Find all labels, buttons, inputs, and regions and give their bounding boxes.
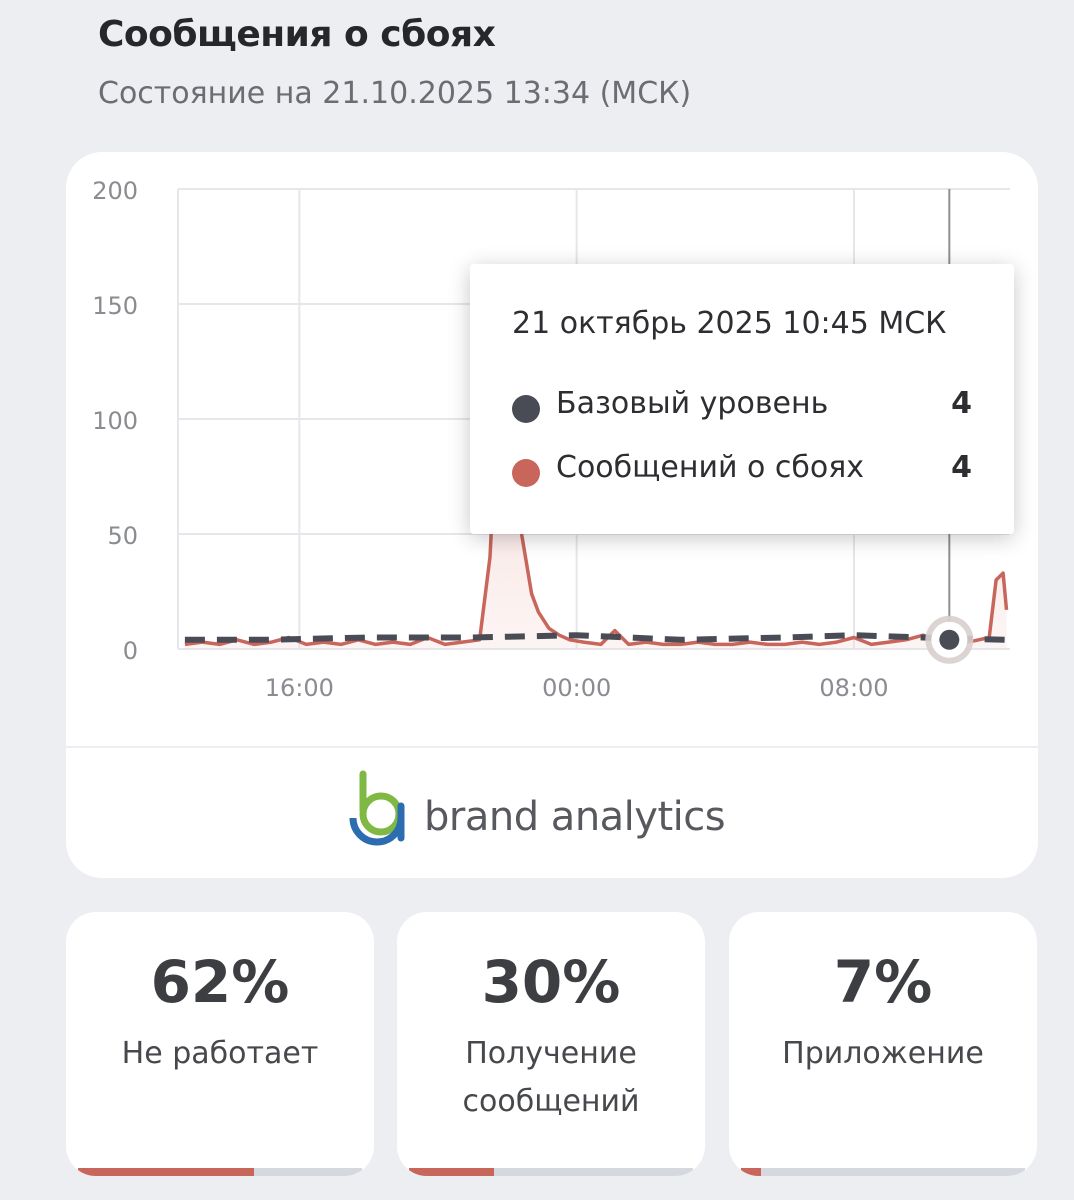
stat-progress-fill <box>741 1168 761 1176</box>
y-tick-label: 200 <box>92 177 138 205</box>
stat-label: Не работает <box>121 1036 319 1071</box>
divider <box>66 746 1038 748</box>
outage-chart[interactable]: 0 50 100 150 200 16:00 00:00 08:00 <box>66 152 1038 748</box>
y-tick-label: 50 <box>107 522 138 550</box>
stat-value: 62% <box>150 948 290 1016</box>
tooltip-row-baseline: Базовый уровень 4 <box>512 386 972 426</box>
x-tick-label: 16:00 <box>265 674 334 702</box>
y-tick-label: 100 <box>92 407 138 435</box>
tooltip-row-value: 4 <box>951 450 972 485</box>
stat-card-app: 7% Приложение <box>729 912 1037 1176</box>
stat-label: Приложение <box>782 1036 984 1071</box>
chart-card: 0 50 100 150 200 16:00 00:00 08:00 21 октябрь 2… <box>66 152 1038 878</box>
stat-progress-fill <box>78 1168 255 1176</box>
page-title: Сообщения о сбоях <box>98 14 496 55</box>
stat-value: 30% <box>481 948 621 1016</box>
brand-footer: brand analytics <box>66 748 1038 878</box>
tooltip-row-label: Сообщений о сбоях <box>556 450 865 485</box>
reports-line <box>184 313 1009 647</box>
highlight-point <box>939 629 960 650</box>
y-tick-label: 150 <box>92 292 138 320</box>
chart-tooltip: 21 октябрь 2025 10:45 МСК Базовый уровен… <box>470 264 1014 534</box>
tooltip-row-reports: Сообщений о сбоях 4 <box>512 450 972 490</box>
x-tick-label: 00:00 <box>542 674 611 702</box>
tooltip-row-value: 4 <box>951 386 972 421</box>
stat-progress-bar <box>741 1168 1025 1176</box>
y-tick-label: 0 <box>123 637 138 665</box>
stat-card-not-working: 62% Не работает <box>66 912 374 1176</box>
stat-progress-fill <box>409 1168 495 1176</box>
x-tick-label: 08:00 <box>819 674 888 702</box>
stat-progress-bar <box>78 1168 362 1176</box>
baseline-dashed-line <box>184 632 1007 643</box>
stat-value: 7% <box>833 948 933 1016</box>
tooltip-row-label: Базовый уровень <box>556 386 829 421</box>
tooltip-title: 21 октябрь 2025 10:45 МСК <box>512 306 947 341</box>
stat-label: Получение сообщений <box>462 1036 640 1119</box>
legend-dot-icon <box>512 459 540 487</box>
legend-dot-icon <box>512 395 540 423</box>
stat-progress-bar <box>409 1168 693 1176</box>
brand-name: brand analytics <box>424 794 726 840</box>
page-subtitle: Состояние на 21.10.2025 13:34 (МСК) <box>98 76 692 111</box>
stat-card-receiving-messages: 30% Получение сообщений <box>397 912 705 1176</box>
brand-analytics-logo-icon <box>349 770 405 846</box>
